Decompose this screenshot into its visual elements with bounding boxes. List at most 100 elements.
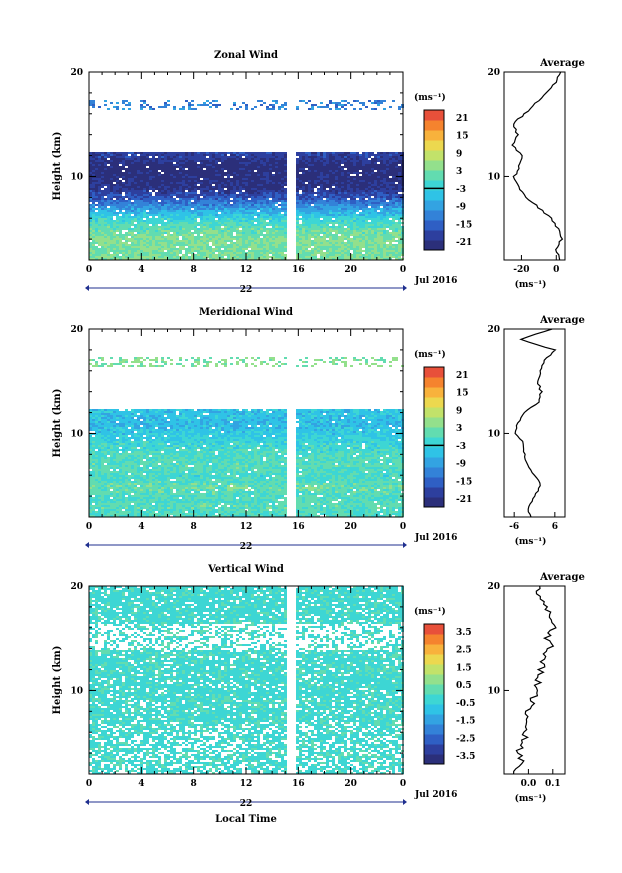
- heatmap-cell: [305, 254, 308, 256]
- heatmap-cell: [260, 166, 263, 168]
- heatmap-cell: [218, 194, 221, 196]
- heatmap-cell: [272, 152, 275, 154]
- heatmap-cell: [224, 220, 227, 222]
- heatmap-cell: [194, 216, 197, 218]
- heatmap-cell: [371, 192, 374, 194]
- heatmap-cell: [254, 232, 257, 234]
- heatmap-cell: [116, 156, 119, 158]
- heatmap-cell: [131, 212, 134, 214]
- heatmap-cell: [179, 170, 182, 172]
- heatmap-cell: [146, 198, 149, 200]
- heatmap-cell: [323, 196, 326, 198]
- heatmap-cell: [149, 154, 152, 156]
- heatmap-cell: [278, 256, 281, 258]
- heatmap-cell: [128, 218, 131, 220]
- heatmap-cell: [104, 228, 107, 230]
- heatmap-cell: [110, 256, 113, 258]
- heatmap-cell: [263, 248, 266, 250]
- heatmap-cell: [101, 250, 104, 252]
- heatmap-cell: [374, 182, 377, 184]
- heatmap-cell: [218, 248, 221, 250]
- heatmap-cell: [194, 256, 197, 258]
- heatmap-cell: [206, 226, 209, 228]
- heatmap-cell: [131, 244, 134, 246]
- heatmap-cell: [179, 240, 182, 242]
- heatmap-cell: [182, 240, 185, 242]
- heatmap-cell: [197, 208, 200, 210]
- heatmap-cell: [116, 108, 119, 110]
- heatmap-cell: [302, 188, 305, 190]
- heatmap-cell: [194, 246, 197, 248]
- heatmap-cell: [209, 152, 212, 154]
- heatmap-cell: [344, 232, 347, 234]
- heatmap-cell: [365, 230, 368, 232]
- heatmap-cell: [275, 226, 278, 228]
- heatmap-cell: [251, 246, 254, 248]
- heatmap-cell: [356, 172, 359, 174]
- heatmap-cell: [314, 228, 317, 230]
- heatmap-cell: [143, 236, 146, 238]
- heatmap-cell: [179, 186, 182, 188]
- heatmap-cell: [317, 158, 320, 160]
- heatmap-cell: [311, 198, 314, 200]
- heatmap-cell: [236, 250, 239, 252]
- heatmap-cell: [326, 234, 329, 236]
- heatmap-cell: [317, 204, 320, 206]
- heatmap-cell: [173, 228, 176, 230]
- heatmap-cell: [338, 190, 341, 192]
- heatmap-cell: [263, 246, 266, 248]
- heatmap-cell: [173, 200, 176, 202]
- heatmap-cell: [164, 164, 167, 166]
- heatmap-cell: [158, 242, 161, 244]
- heatmap-cell: [116, 236, 119, 238]
- heatmap-cell: [305, 158, 308, 160]
- heatmap-cell: [104, 206, 107, 208]
- heatmap-cell: [353, 166, 356, 168]
- heatmap-cell: [248, 234, 251, 236]
- heatmap-cell: [368, 100, 371, 102]
- heatmap-cell: [107, 174, 110, 176]
- heatmap-cell: [140, 246, 143, 248]
- heatmap-cell: [131, 172, 134, 174]
- heatmap-cell: [281, 202, 284, 204]
- heatmap-cell: [299, 240, 302, 242]
- heatmap-cell: [122, 242, 125, 244]
- heatmap-cell: [215, 176, 218, 178]
- heatmap-cell: [194, 172, 197, 174]
- heatmap-cell: [182, 230, 185, 232]
- heatmap-cell: [125, 182, 128, 184]
- heatmap-cell: [158, 222, 161, 224]
- heatmap-cell: [242, 164, 245, 166]
- heatmap-cell: [254, 172, 257, 174]
- heatmap-cell: [182, 176, 185, 178]
- heatmap-cell: [131, 232, 134, 234]
- heatmap-cell: [332, 212, 335, 214]
- heatmap-cell: [254, 210, 257, 212]
- heatmap-cell: [278, 196, 281, 198]
- heatmap-cell: [338, 186, 341, 188]
- heatmap-cell: [266, 204, 269, 206]
- heatmap-cell: [137, 212, 140, 214]
- heatmap-cell: [350, 208, 353, 210]
- heatmap-cell: [341, 220, 344, 222]
- heatmap-cell: [269, 158, 272, 160]
- heatmap-cell: [284, 154, 287, 156]
- heatmap-cell: [296, 196, 299, 198]
- heatmap-cell: [176, 210, 179, 212]
- heatmap-cell: [140, 214, 143, 216]
- heatmap-cell: [365, 232, 368, 234]
- heatmap-cell: [158, 210, 161, 212]
- heatmap-cell: [257, 246, 260, 248]
- heatmap-cell: [167, 186, 170, 188]
- heatmap-cell: [314, 174, 317, 176]
- heatmap-cell: [350, 240, 353, 242]
- heatmap-cell: [206, 180, 209, 182]
- heatmap-cell: [296, 174, 299, 176]
- heatmap-cell: [350, 228, 353, 230]
- heatmap-cell: [341, 254, 344, 256]
- heatmap-cell: [143, 160, 146, 162]
- heatmap-cell: [149, 250, 152, 252]
- heatmap-cell: [104, 248, 107, 250]
- heatmap-cell: [119, 242, 122, 244]
- heatmap-cell: [113, 162, 116, 164]
